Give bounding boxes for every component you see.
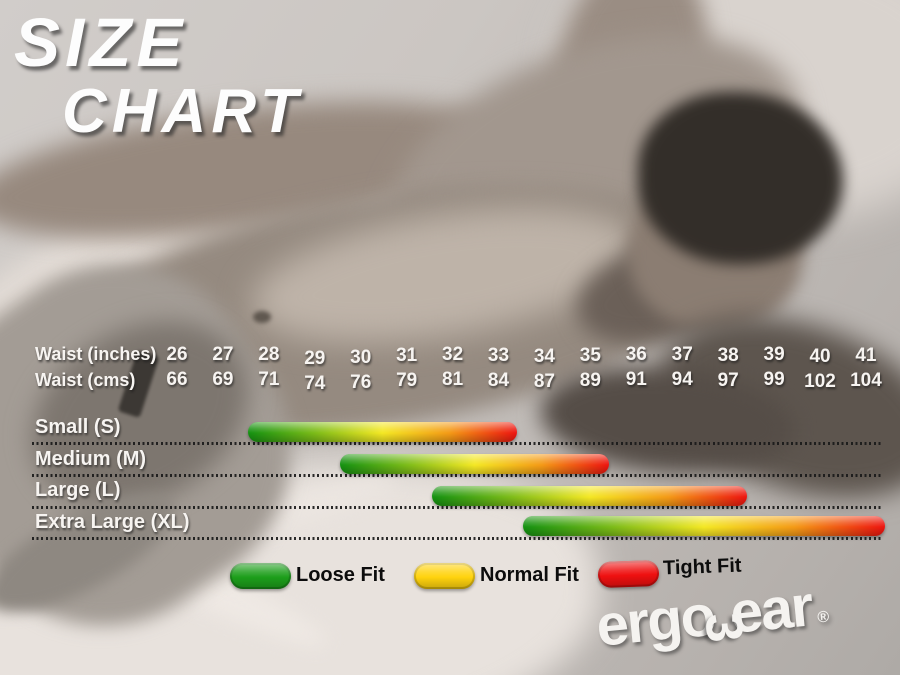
waist-inches-value: 41 — [855, 345, 877, 366]
waist-inches-value: 34 — [533, 346, 555, 367]
waist-inches-value: 27 — [212, 344, 234, 365]
row-divider — [32, 506, 883, 509]
size-range-bar — [523, 516, 886, 536]
waist-cms-value: 81 — [442, 369, 464, 390]
waist-cms-value: 99 — [763, 369, 785, 390]
size-row-label: Small (S) — [35, 416, 121, 438]
model-hair — [638, 92, 843, 264]
size-row-label: Large (L) — [35, 479, 121, 501]
waist-cms-value: 87 — [533, 371, 555, 392]
registered-mark-icon: ® — [816, 608, 831, 627]
waist-cms-value: 97 — [717, 370, 739, 391]
title-line1: SIZE — [14, 4, 188, 81]
waist-inches-value: 29 — [304, 348, 326, 369]
row-divider — [32, 442, 883, 445]
legend-label: Loose Fit — [296, 564, 385, 586]
waist-inches-value: 32 — [442, 344, 464, 365]
waist-cms-value: 104 — [850, 370, 882, 391]
legend-label: Normal Fit — [480, 564, 579, 586]
size-row-label: Extra Large (XL) — [35, 511, 190, 533]
waist-inches-value: 36 — [625, 344, 647, 365]
waist-cms-value: 76 — [350, 372, 372, 393]
legend-swatch — [597, 559, 660, 589]
waist-inches-value: 30 — [350, 347, 372, 368]
logo-w-glyph: 3 — [693, 611, 754, 643]
legend-label: Tight Fit — [662, 554, 742, 580]
waist-inches-value: 37 — [671, 344, 693, 365]
waist-cms-value: 94 — [671, 369, 693, 390]
waist-cms-value: 69 — [212, 369, 234, 390]
waist-inches-value: 38 — [717, 345, 739, 366]
waist-inches-value: 35 — [579, 345, 601, 366]
waist-cms-value: 66 — [166, 369, 188, 390]
waist-cms-value: 79 — [396, 370, 418, 391]
title-line2: CHART — [62, 77, 303, 146]
row-divider — [32, 537, 883, 540]
model-navel — [253, 311, 271, 323]
size-range-bar — [247, 422, 518, 442]
waist-inches-label: Waist (inches) — [35, 344, 157, 364]
waist-cms-label: Waist (cms) — [35, 370, 136, 390]
waist-cms-value: 91 — [625, 369, 647, 390]
waist-inches-value: 26 — [166, 344, 188, 365]
waist-cms-value: 84 — [487, 370, 510, 391]
size-range-bar — [431, 486, 748, 506]
legend-swatch — [230, 563, 291, 589]
waist-cms-value: 71 — [258, 369, 280, 390]
size-row-label: Medium (M) — [35, 448, 147, 470]
waist-inches-value: 31 — [396, 345, 418, 366]
waist-cms-value: 74 — [304, 373, 326, 394]
waist-inches-value: 33 — [487, 345, 510, 366]
waist-inches-value: 39 — [763, 344, 785, 365]
waist-cms-value: 89 — [579, 370, 601, 391]
size-range-bar — [339, 454, 610, 474]
row-divider — [32, 474, 883, 477]
poster-title: SIZE CHART — [14, 8, 303, 143]
waist-cms-value: 102 — [804, 371, 836, 392]
waist-inches-value: 40 — [809, 346, 831, 367]
waist-inches-value: 28 — [258, 344, 280, 365]
legend-swatch — [414, 563, 475, 589]
